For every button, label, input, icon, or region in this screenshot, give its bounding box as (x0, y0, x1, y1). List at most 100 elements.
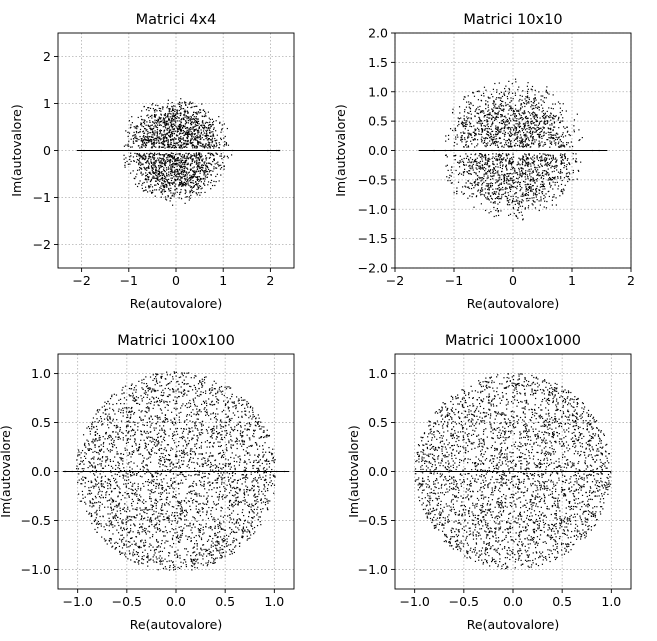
eigenvalue-point (242, 403, 244, 406)
eigenvalue-point (484, 170, 486, 172)
eigenvalue-point (197, 124, 199, 127)
eigenvalue-point (544, 200, 546, 202)
eigenvalue-point (480, 194, 482, 196)
eigenvalue-point (550, 155, 552, 157)
eigenvalue-point (479, 189, 482, 191)
eigenvalue-point (156, 546, 158, 548)
eigenvalue-point (176, 130, 178, 132)
eigenvalue-point (481, 110, 483, 112)
eigenvalue-point (184, 164, 186, 166)
eigenvalue-point (514, 104, 517, 106)
eigenvalue-point (191, 187, 193, 189)
eigenvalue-point (486, 116, 488, 118)
eigenvalue-point (171, 105, 173, 108)
eigenvalue-point (183, 118, 185, 121)
eigenvalue-point (148, 165, 150, 167)
eigenvalue-point (146, 430, 148, 433)
eigenvalue-point (118, 471, 120, 473)
eigenvalue-point (475, 108, 478, 110)
eigenvalue-point (151, 171, 154, 173)
eigenvalue-point (207, 173, 209, 175)
eigenvalue-point (159, 133, 161, 135)
eigenvalue-point (560, 183, 563, 186)
eigenvalue-point (501, 170, 503, 172)
eigenvalue-point (139, 128, 142, 131)
eigenvalue-point (452, 108, 454, 110)
eigenvalue-point (535, 114, 537, 116)
eigenvalue-point (486, 130, 488, 132)
eigenvalue-point (192, 174, 194, 176)
eigenvalue-point (148, 140, 150, 142)
eigenvalue-point (531, 143, 533, 145)
eigenvalue-point (553, 122, 555, 124)
eigenvalue-point (147, 130, 149, 133)
eigenvalue-point (503, 179, 506, 181)
eigenvalue-point (534, 94, 536, 96)
eigenvalue-point (543, 117, 545, 119)
eigenvalue-point (157, 153, 159, 155)
eigenvalue-point (161, 176, 164, 179)
eigenvalue-point (195, 153, 197, 155)
eigenvalue-point (559, 172, 562, 174)
eigenvalue-point (492, 143, 495, 145)
eigenvalue-point (157, 104, 159, 107)
eigenvalue-point (138, 131, 140, 134)
eigenvalue-point (545, 91, 547, 93)
eigenvalue-point (207, 563, 209, 565)
eigenvalue-point (537, 124, 539, 126)
eigenvalue-point (485, 185, 487, 187)
eigenvalue-point (478, 128, 480, 131)
eigenvalue-point (160, 185, 162, 187)
eigenvalue-point (498, 177, 500, 179)
eigenvalue-point (494, 82, 496, 85)
eigenvalue-point (136, 125, 138, 127)
eigenvalue-point (161, 133, 163, 135)
eigenvalue-point (176, 178, 179, 181)
eigenvalue-point (485, 103, 487, 105)
eigenvalue-point (560, 146, 562, 148)
eigenvalue-point (519, 200, 521, 203)
eigenvalue-point (542, 95, 544, 97)
eigenvalue-point (527, 121, 530, 123)
eigenvalue-point (176, 109, 178, 111)
eigenvalue-point (150, 173, 152, 175)
eigenvalue-point (494, 142, 496, 145)
eigenvalue-point (246, 535, 248, 537)
eigenvalue-point (488, 192, 490, 194)
eigenvalue-point (524, 134, 526, 136)
eigenvalue-point (190, 194, 192, 197)
eigenvalue-point (559, 139, 562, 141)
eigenvalue-point (550, 143, 553, 145)
eigenvalue-point (153, 158, 155, 160)
eigenvalue-point (478, 116, 480, 119)
eigenvalue-point (526, 200, 528, 202)
eigenvalue-point (520, 169, 523, 171)
eigenvalue-point (533, 160, 536, 162)
eigenvalue-point (136, 128, 138, 130)
eigenvalue-point (244, 410, 246, 412)
eigenvalue-point (488, 97, 490, 99)
eigenvalue-point (199, 109, 202, 111)
eigenvalue-point (532, 177, 534, 179)
eigenvalue-point (541, 111, 543, 113)
eigenvalue-point (179, 166, 181, 168)
eigenvalue-point (491, 130, 493, 133)
eigenvalue-point (495, 138, 498, 140)
eigenvalue-point (493, 193, 495, 195)
eigenvalue-point (208, 171, 210, 173)
eigenvalue-point (206, 176, 208, 179)
eigenvalue-point (168, 187, 170, 190)
eigenvalue-point (165, 199, 168, 201)
eigenvalue-point (545, 159, 547, 161)
eigenvalue-point (160, 113, 162, 115)
eigenvalue-point (220, 131, 222, 133)
eigenvalue-point (500, 109, 503, 111)
eigenvalue-point (130, 160, 132, 163)
eigenvalue-point (519, 140, 521, 142)
eigenvalue-point (209, 152, 211, 154)
eigenvalue-point (171, 121, 173, 123)
eigenvalue-point (478, 155, 480, 157)
eigenvalue-point (528, 97, 530, 99)
eigenvalue-point (464, 185, 466, 187)
eigenvalue-point (213, 135, 215, 137)
